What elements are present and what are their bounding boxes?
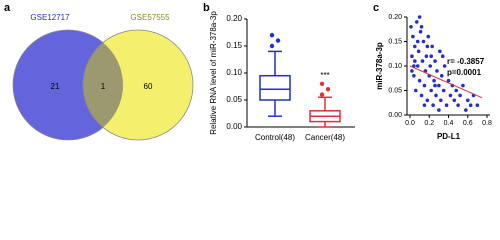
- point: [430, 44, 434, 49]
- point: [458, 93, 462, 98]
- point: [429, 54, 433, 58]
- y-tick-label: 0.20: [388, 14, 402, 21]
- venn-count: 60: [144, 82, 153, 91]
- y-tick-label: 0.15: [226, 41, 242, 50]
- annotation: p=0.0001: [447, 68, 482, 77]
- point: [468, 103, 473, 107]
- point: [425, 44, 430, 49]
- outlier: [319, 81, 325, 87]
- point: [439, 98, 443, 103]
- point: [452, 98, 457, 103]
- point: [418, 29, 423, 34]
- point: [437, 83, 441, 88]
- point: [438, 49, 442, 54]
- y-tick-label: 0.00: [388, 112, 402, 119]
- point: [414, 20, 419, 24]
- point: [456, 103, 460, 107]
- point: [435, 69, 439, 73]
- point: [444, 103, 449, 107]
- point: [416, 49, 421, 54]
- point: [421, 39, 426, 44]
- outlier: [275, 38, 281, 43]
- point: [413, 59, 417, 63]
- venn-count: 1: [101, 82, 106, 91]
- point: [420, 59, 425, 63]
- point: [415, 39, 420, 44]
- x-tick-label: 0.2: [424, 120, 434, 127]
- y-tick-label: 0.10: [388, 63, 402, 70]
- point: [440, 54, 445, 58]
- panel-label: c: [373, 2, 379, 14]
- point: [411, 34, 415, 39]
- x-tick-label: Cancer(48): [305, 133, 345, 142]
- y-tick-label: 0.20: [226, 14, 242, 23]
- point: [429, 88, 433, 93]
- point: [413, 44, 417, 49]
- outlier: [325, 87, 331, 92]
- figure: a GSE12717 GSE57555 21 1 60 b 0.00 0.05 0.10 0.15 0…: [4, 2, 492, 142]
- x-tick-label: 0.0: [405, 120, 415, 127]
- x-tick-label: 0.8: [482, 120, 492, 127]
- point: [428, 64, 433, 68]
- point: [441, 88, 446, 93]
- point: [446, 78, 451, 83]
- outlier: [319, 92, 325, 97]
- y-axis-label: Relative RNA level of miR-378a-3p: [209, 11, 218, 135]
- annotation: ***: [320, 71, 329, 80]
- point: [439, 74, 444, 78]
- point: [426, 34, 431, 39]
- point: [433, 59, 437, 63]
- point: [412, 74, 416, 78]
- point: [475, 103, 480, 107]
- point: [413, 88, 418, 93]
- point: [410, 54, 414, 58]
- panel-label: a: [4, 2, 11, 14]
- venn-count: 21: [51, 82, 60, 91]
- y-tick-label: 0.00: [226, 122, 242, 131]
- fit-line: [409, 65, 483, 99]
- point: [422, 103, 427, 107]
- point: [417, 15, 422, 19]
- venn-overlap: [82, 30, 123, 140]
- point: [417, 78, 422, 83]
- point: [419, 93, 424, 98]
- point: [409, 25, 413, 29]
- x-tick-label: Control(48): [255, 133, 295, 142]
- point: [415, 64, 420, 68]
- point: [431, 103, 435, 107]
- point: [410, 69, 414, 73]
- point: [433, 83, 437, 88]
- y-tick-label: 0.10: [226, 68, 242, 77]
- point: [464, 108, 468, 112]
- point: [423, 69, 428, 73]
- y-axis-label: miR-378a-3p: [375, 42, 384, 90]
- point: [425, 98, 430, 103]
- x-tick-label: 0.6: [463, 120, 473, 127]
- outlier: [269, 33, 275, 38]
- y-tick-label: 0.15: [388, 38, 402, 45]
- point: [424, 54, 429, 58]
- point: [432, 78, 436, 83]
- set-label: GSE57555: [130, 13, 170, 22]
- point: [461, 83, 465, 88]
- y-tick-label: 0.05: [226, 95, 242, 104]
- point: [448, 93, 453, 98]
- set-label: GSE12717: [30, 13, 70, 22]
- point: [437, 108, 441, 112]
- point: [465, 98, 470, 103]
- panel-label: b: [203, 2, 210, 14]
- box: [259, 74, 291, 101]
- point: [419, 25, 424, 29]
- point: [454, 88, 459, 93]
- x-tick-label: 0.4: [444, 120, 454, 127]
- y-tick-label: 0.05: [388, 87, 402, 94]
- outlier: [269, 43, 275, 49]
- point: [434, 93, 438, 98]
- x-axis-label: PD-L1: [437, 132, 461, 141]
- point: [422, 83, 427, 88]
- point: [442, 64, 447, 68]
- annotation: r= -0.3857: [447, 57, 485, 66]
